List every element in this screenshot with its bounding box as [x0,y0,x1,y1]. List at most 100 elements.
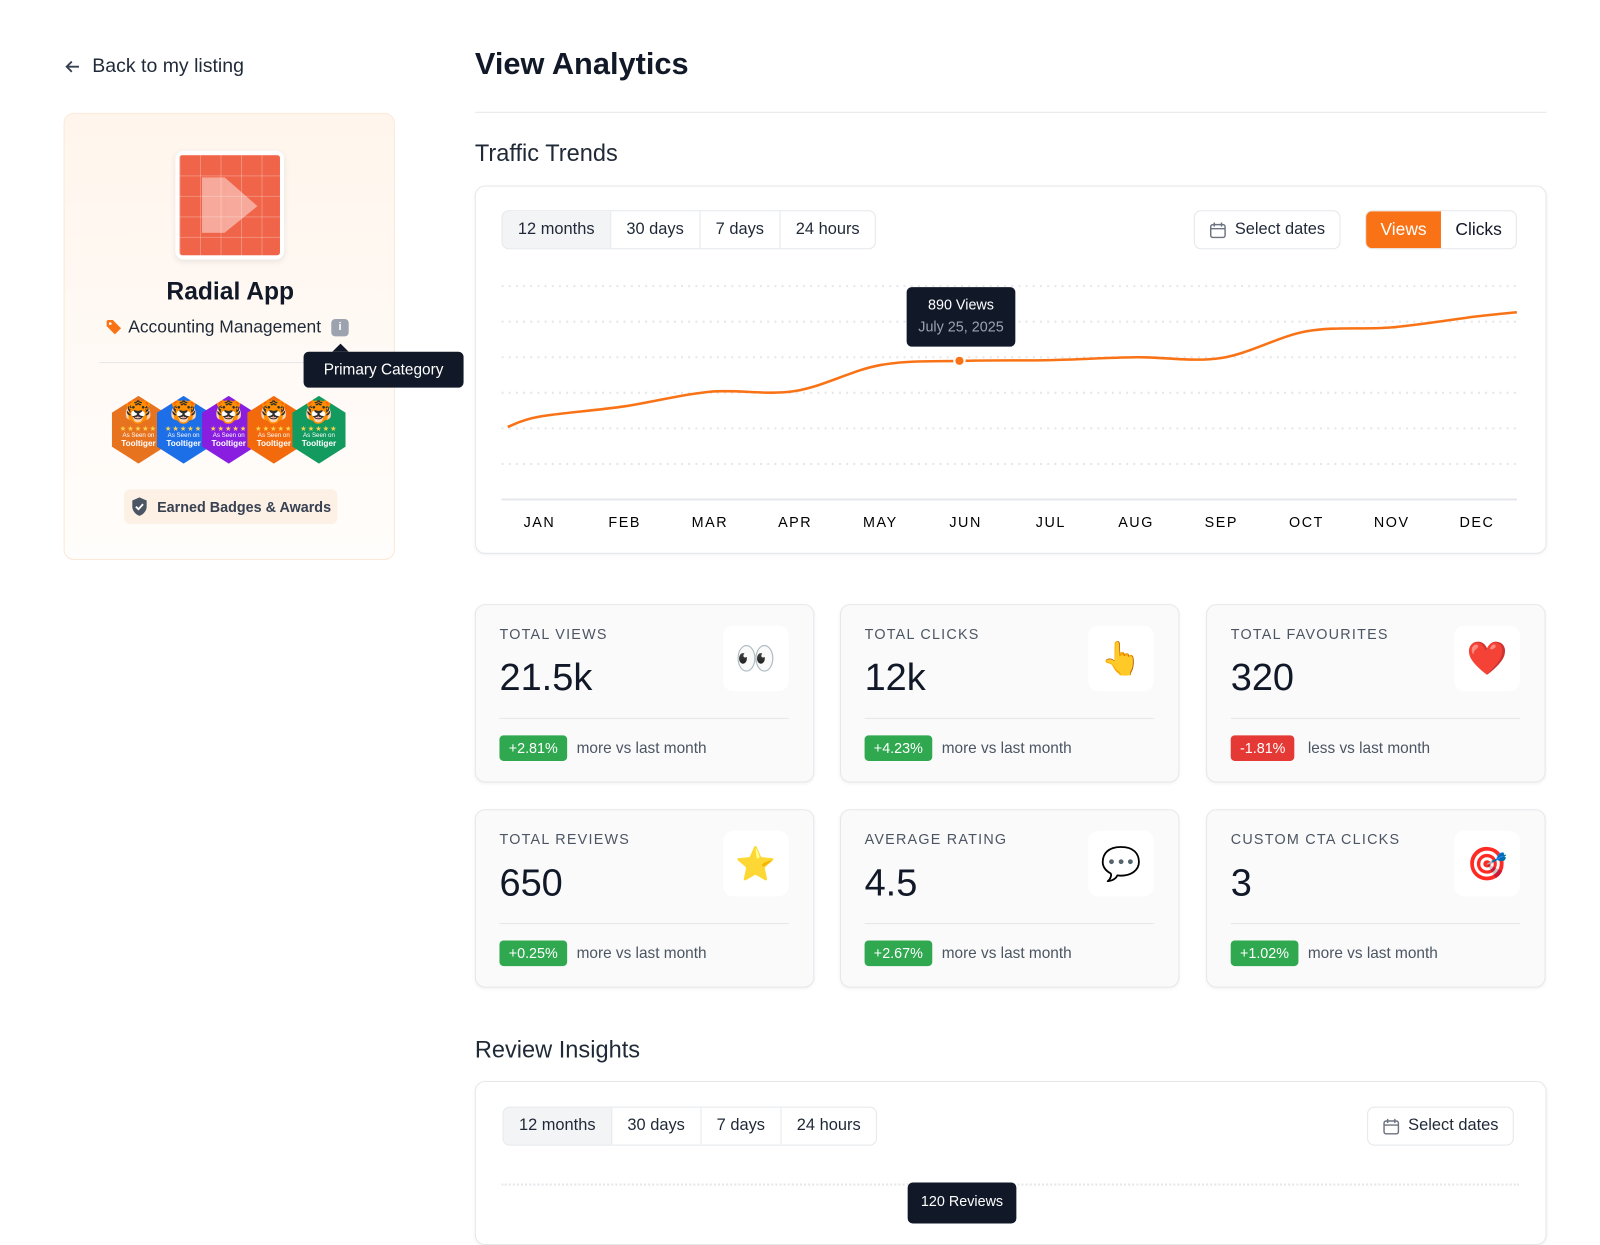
badge-line2: Tooltiger [121,438,156,449]
traffic-chart-card: 12 months 30 days 7 days 24 hours Select… [474,185,1547,554]
tab-12-months[interactable]: 12 months [503,1107,611,1145]
stat-card: AVERAGE RATING 4.5 💬 +2.67% more vs last… [839,809,1180,988]
stat-label: TOTAL VIEWS [499,625,608,643]
tab-24-hours[interactable]: 24 hours [780,1107,876,1145]
traffic-trends-title: Traffic Trends [474,139,618,167]
stat-card: TOTAL REVIEWS 650 ⭐ +0.25% more vs last … [474,809,815,988]
review-insights-title: Review Insights [474,1035,641,1063]
divider [474,111,1547,113]
stars-icon: ★★★★★ [300,425,338,433]
compare-text: more vs last month [576,944,707,963]
primary-category: Accounting Management i [106,317,349,338]
x-tick-label: NOV [1374,515,1410,531]
highlight-point[interactable] [953,354,966,367]
divider [499,717,789,719]
primary-category-tooltip: Primary Category [303,343,464,388]
stars-icon: ★★★★★ [210,425,248,433]
calendar-icon [1210,222,1226,238]
divider [864,717,1154,719]
stat-label: AVERAGE RATING [864,830,1008,848]
tab-24-hours[interactable]: 24 hours [779,211,875,249]
x-tick-label: AUG [1118,515,1154,531]
stars-icon: ★★★★★ [119,425,158,433]
badge-line1: As Seen on [212,432,245,439]
tab-30-days[interactable]: 30 days [610,1107,700,1145]
page-title: View Analytics [474,47,689,82]
x-tick-label: JUL [1036,515,1066,531]
badge-line2: Tooltiger [301,438,337,449]
change-badge: +0.25% [499,940,568,967]
tab-7-days[interactable]: 7 days [699,211,779,249]
review-chart-card: 12 months 30 days 7 days 24 hours Select… [474,1080,1547,1245]
stat-label: TOTAL FAVOURITES [1230,625,1389,643]
x-tick-label: MAY [863,515,898,531]
chart-tooltip: 890 Views July 25, 2025 [906,287,1016,347]
divider [499,923,789,925]
tab-7-days[interactable]: 7 days [700,1107,780,1145]
badge-line1: As Seen on [167,432,200,439]
change-badge: +4.23% [864,735,933,761]
select-dates-button[interactable]: Select dates [1193,210,1341,250]
traffic-line-chart: JAN FEB MAR APR MAY JUN JUL AUG SEP OCT NOV DEC [501,285,1517,531]
compare-text: more vs last month [941,944,1072,963]
tiger-icon: 🐯 [124,398,153,425]
app-logo [175,150,285,260]
divider [864,923,1154,925]
divider [1230,923,1520,925]
x-tick-label: FEB [608,515,641,531]
heart-icon: ❤️ [1454,625,1520,692]
badges-row: 🐯 ★★★★★ As Seen on Tooltiger 🐯 ★★★★★ As Seen o… [111,395,346,464]
stat-label: TOTAL REVIEWS [499,830,631,848]
review-chart-tooltip: 120 Reviews [907,1182,1017,1224]
tiger-icon: 🐯 [214,398,243,425]
speech-bubble-icon: 💬 [1088,830,1154,897]
toggle-views[interactable]: Views [1366,211,1442,249]
x-tick-label: JAN [524,515,556,531]
stat-card: TOTAL VIEWS 21.5k 👀 +2.81% more vs last … [474,604,815,783]
tooltip-value: 890 Views [927,296,994,313]
back-label: Back to my listing [92,55,244,77]
tab-12-months[interactable]: 12 months [502,211,610,249]
info-icon[interactable]: i [331,318,349,336]
award-badge: 🐯 ★★★★★ As Seen on Tooltiger [292,395,346,464]
badge-line1: As Seen on [257,432,290,439]
change-badge: +2.67% [864,940,933,967]
select-dates-label: Select dates [1234,220,1326,238]
compare-text: more vs last month [941,739,1072,757]
eyes-icon: 👀 [723,625,789,692]
category-label: Accounting Management [128,316,322,337]
change-badge: +1.02% [1230,940,1299,967]
x-tick-label: APR [778,515,812,531]
review-select-dates-button[interactable]: Select dates [1367,1106,1514,1146]
badge-line2: Tooltiger [166,438,201,449]
arrow-left-icon [65,60,79,73]
stat-card: TOTAL FAVOURITES 320 ❤️ -1.81% less vs l… [1206,604,1546,783]
badge-line2: Tooltiger [256,438,292,449]
tooltip-date: July 25, 2025 [918,317,1004,335]
divider [99,362,363,364]
award-badge: 🐯 ★★★★★ As Seen on Tooltiger [156,395,211,464]
toggle-clicks[interactable]: Clicks [1455,219,1502,239]
calendar-icon [1383,1118,1400,1135]
x-tick-label: DEC [1460,515,1495,531]
metric-toggle: Views Clicks [1365,210,1518,250]
star-icon: ⭐ [723,830,789,897]
pointing-hand-icon: 👆 [1088,625,1154,692]
tab-30-days[interactable]: 30 days [609,211,699,249]
stat-value: 3 [1230,861,1252,904]
stat-card: TOTAL CLICKS 12k 👆 +4.23% more vs last m… [839,604,1180,783]
earned-badges-button[interactable]: Earned Badges & Awards [124,489,338,525]
views-line [507,310,1517,429]
stat-label: TOTAL CLICKS [864,625,980,643]
back-to-listing-link[interactable]: Back to my listing [64,55,244,78]
x-tick-label: OCT [1289,515,1324,531]
stat-value: 320 [1230,656,1295,699]
stat-value: 12k [864,656,926,699]
review-range-tabs: 12 months 30 days 7 days 24 hours [502,1106,878,1146]
traffic-range-tabs: 12 months 30 days 7 days 24 hours [501,210,877,250]
tiger-icon: 🐯 [304,398,334,425]
change-badge: +2.81% [499,735,568,761]
x-tick-label: MAR [692,515,729,531]
stat-value: 21.5k [499,656,593,699]
compare-text: less vs last month [1307,739,1431,757]
